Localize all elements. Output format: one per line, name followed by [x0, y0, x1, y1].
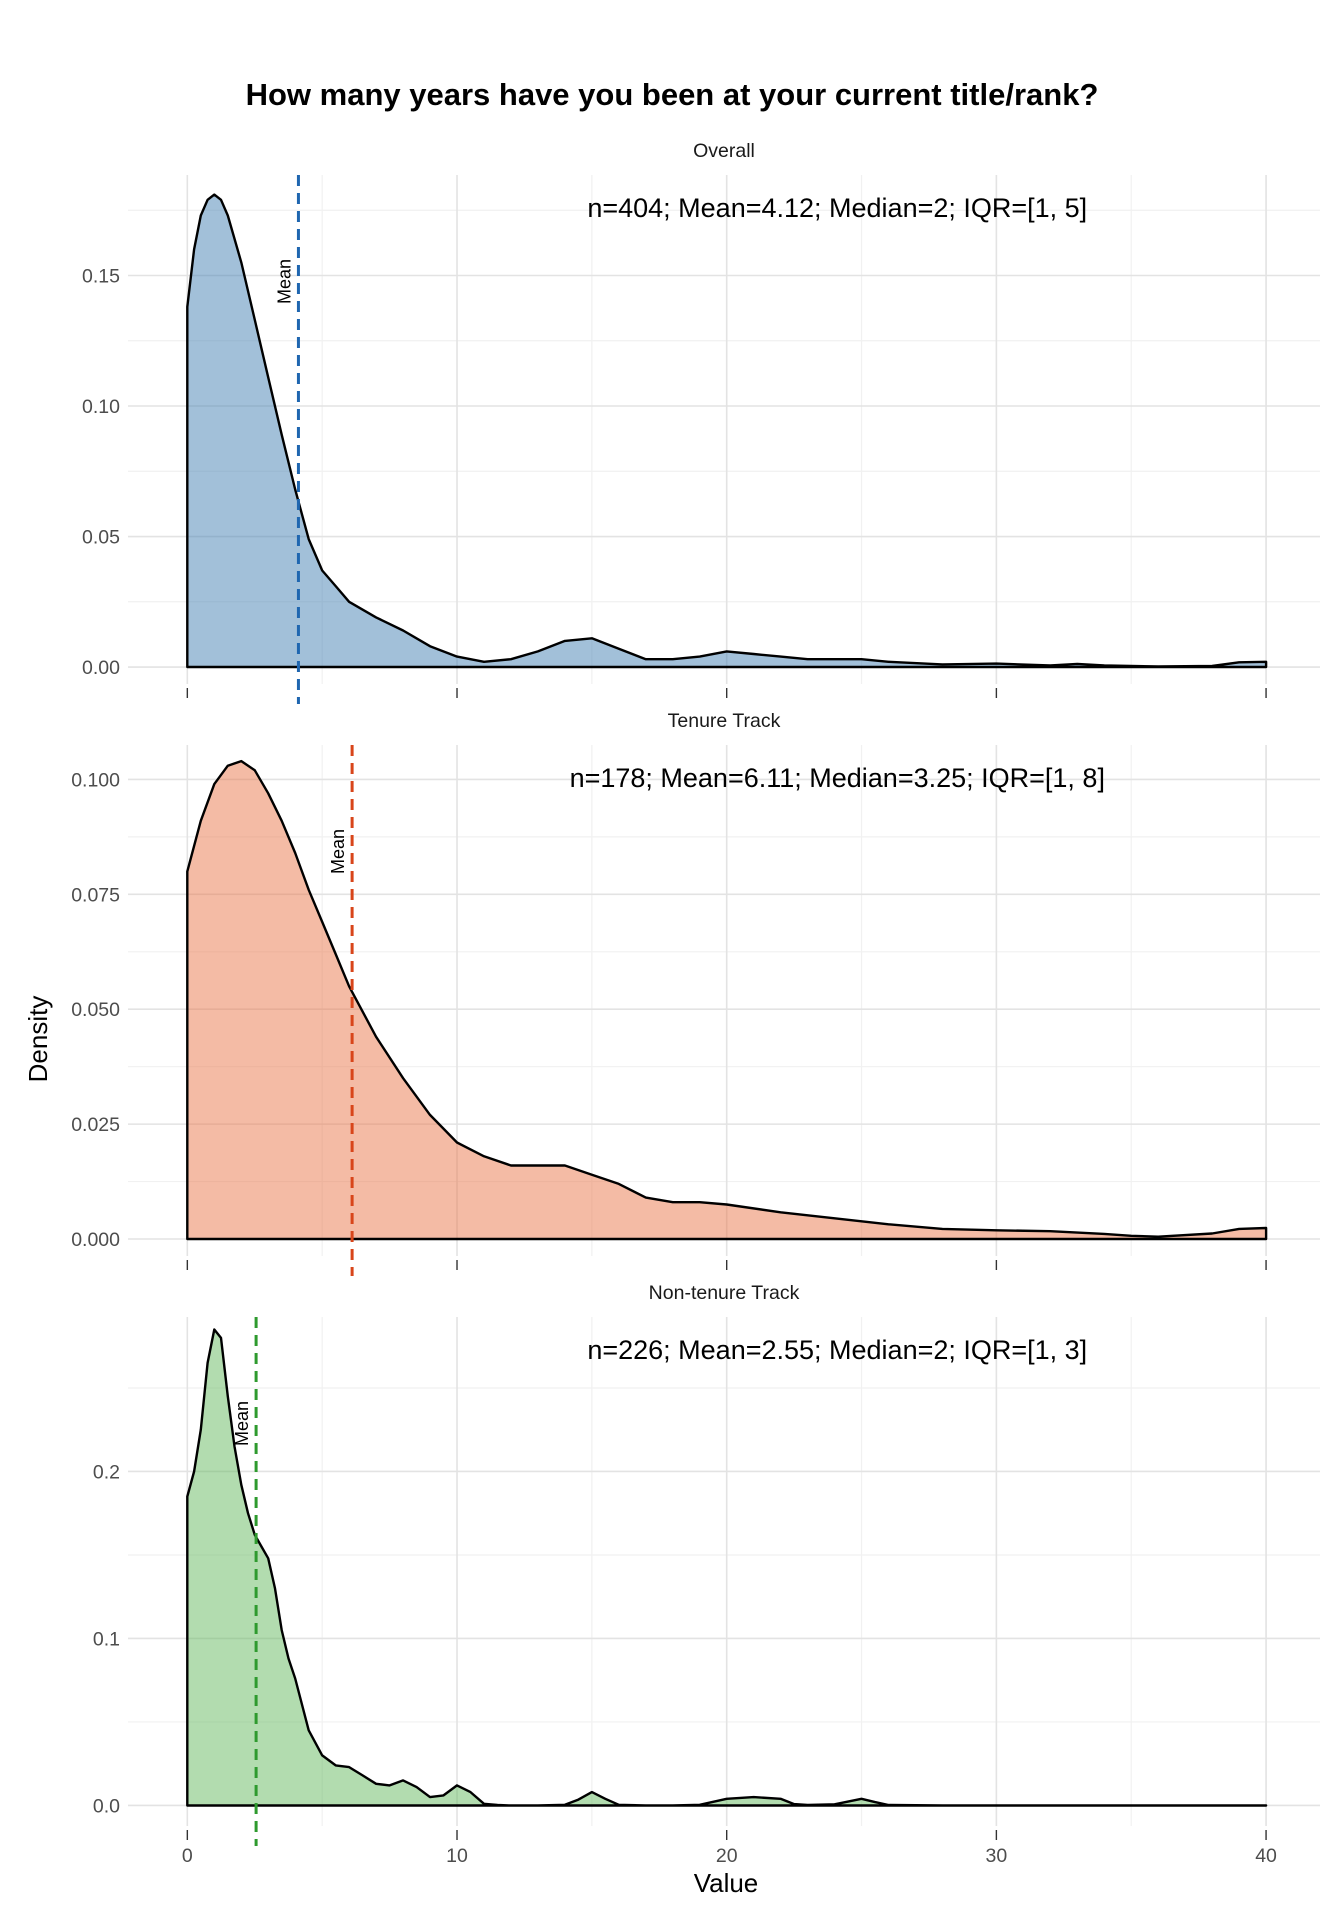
summary-annotation: n=404; Mean=4.12; Median=2; IQR=[1, 5] — [587, 193, 1087, 223]
panel-0: 0.00 0.05 0.10 0.15 Mean Overall n=404; Mean=4… — [82, 140, 1320, 704]
density-area — [186, 759, 1268, 1241]
y-tick-label: 0.0 — [93, 1795, 120, 1817]
mean-label: Mean — [274, 259, 294, 304]
y-tick-label: 0.075 — [71, 884, 120, 906]
summary-annotation: n=178; Mean=6.11; Median=3.25; IQR=[1, 8… — [570, 763, 1105, 793]
x-tick-label: 10 — [446, 1845, 468, 1867]
summary-annotation: n=226; Mean=2.55; Median=2; IQR=[1, 3] — [587, 1335, 1087, 1365]
y-tick-label: 0.15 — [82, 265, 120, 287]
panel-2: 0.0 0.1 0.2 Mean Non-tenure Track n=226; Mean… — [93, 1282, 1320, 1846]
chart-title: How many years have you been at your cur… — [246, 77, 1099, 112]
y-tick-label: 0.05 — [82, 527, 120, 549]
x-tick-label: 0 — [182, 1845, 193, 1867]
x-tick-label: 30 — [986, 1845, 1008, 1867]
y-tick-label: 0.1 — [93, 1628, 120, 1650]
y-tick-label: 0.10 — [82, 396, 120, 418]
x-tick-label: 20 — [716, 1845, 738, 1867]
x-tick-label: 40 — [1255, 1845, 1277, 1867]
y-tick-label: 0.100 — [71, 769, 120, 791]
density-area — [186, 193, 1268, 669]
mean-label: Mean — [232, 1401, 252, 1446]
facet-strip-title: Non-tenure Track — [649, 1282, 800, 1304]
facet-strip-title: Tenure Track — [668, 710, 781, 732]
y-tick-label: 0.2 — [93, 1461, 120, 1483]
y-tick-label: 0.00 — [82, 657, 120, 679]
y-tick-label: 0.050 — [71, 999, 120, 1021]
x-axis-title: Value — [694, 1868, 759, 1898]
y-axis-title: Density — [23, 996, 53, 1083]
y-tick-label: 0.025 — [71, 1114, 120, 1136]
y-tick-label: 0.000 — [71, 1229, 120, 1251]
facet-strip-title: Overall — [693, 140, 755, 162]
facet-panels: 0.00 0.05 0.10 0.15 Mean Overall n=404; Mean=4… — [71, 140, 1320, 1846]
x-axis: 0 10 20 30 40 — [182, 1845, 1277, 1867]
density-area — [186, 1328, 1268, 1807]
mean-label: Mean — [328, 829, 348, 874]
panel-1: 0.000 0.025 0.050 0.075 0.100 Mean Tenure Trac… — [71, 710, 1320, 1276]
